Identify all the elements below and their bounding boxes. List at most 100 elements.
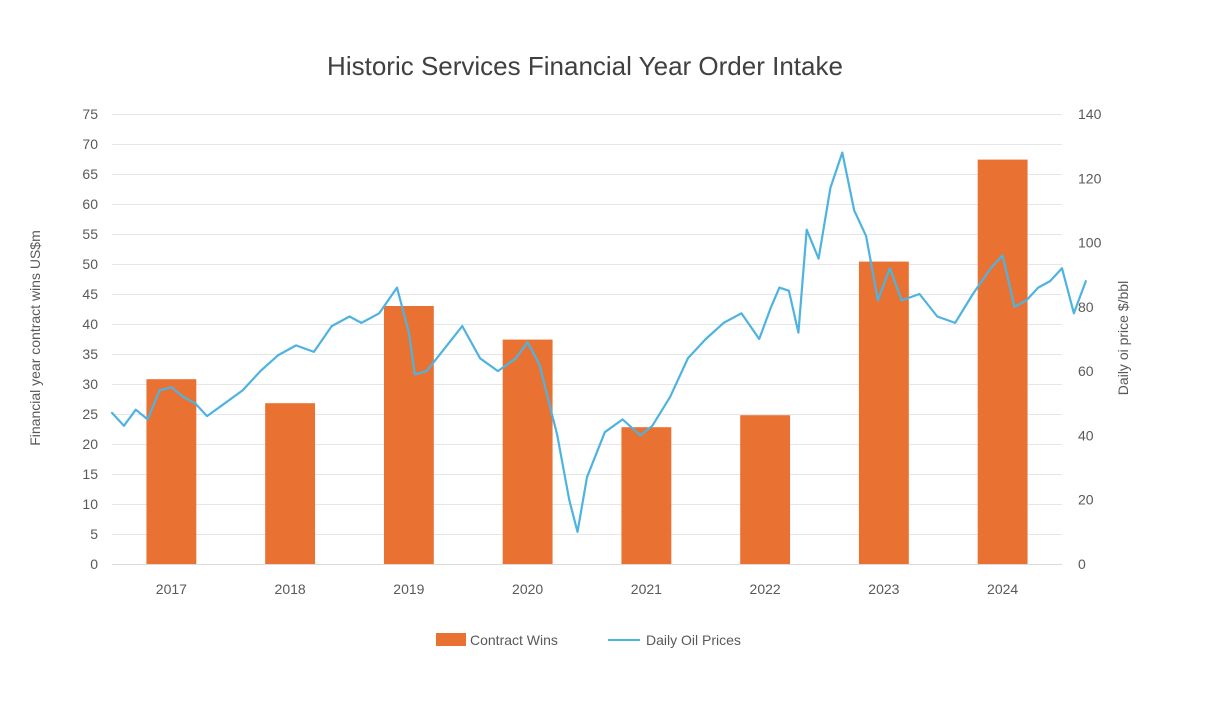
point-daily-oil-price xyxy=(722,322,725,324)
right-axis-ticks: 0 20 40 60 80 100 120 140 xyxy=(1078,106,1102,572)
point-daily-oil-price xyxy=(1073,312,1075,315)
contract-wins-bars xyxy=(146,159,1028,564)
right-tick-label: 0 xyxy=(1078,556,1086,572)
x-tick-label: 2022 xyxy=(750,581,781,597)
legend-label-contract-wins: Contract Wins xyxy=(470,632,558,648)
point-daily-oil-price xyxy=(1061,267,1063,270)
left-tick-label: 50 xyxy=(82,256,98,272)
point-daily-oil-price xyxy=(556,434,559,437)
left-tick-label: 5 xyxy=(90,526,98,542)
left-tick-label: 60 xyxy=(82,196,98,212)
left-tick-label: 20 xyxy=(82,436,98,452)
point-daily-oil-price xyxy=(1084,280,1087,282)
legend-label-oil-prices: Daily Oil Prices xyxy=(646,632,741,648)
x-tick-label: 2023 xyxy=(868,581,899,597)
left-tick-label: 45 xyxy=(82,286,98,302)
point-daily-oil-price xyxy=(788,289,790,292)
gridlines xyxy=(112,114,1062,535)
legend: Contract Wins Daily Oil Prices xyxy=(436,632,741,648)
point-daily-oil-price xyxy=(936,315,939,318)
point-daily-oil-price xyxy=(461,325,464,327)
point-daily-oil-price xyxy=(408,331,410,334)
point-daily-oil-price xyxy=(146,418,149,421)
left-tick-label: 75 xyxy=(82,106,98,122)
point-daily-oil-price xyxy=(687,357,689,360)
point-daily-oil-price xyxy=(778,286,781,289)
bar-contract-wins xyxy=(740,415,791,564)
bar-contract-wins xyxy=(621,427,672,564)
point-daily-oil-price xyxy=(829,187,832,189)
point-daily-oil-price xyxy=(497,370,499,372)
right-tick-label: 20 xyxy=(1078,492,1094,508)
point-daily-oil-price xyxy=(194,402,196,405)
point-daily-oil-price xyxy=(259,370,262,372)
point-daily-oil-price xyxy=(1037,286,1040,289)
right-tick-label: 100 xyxy=(1078,235,1102,251)
right-tick-label: 60 xyxy=(1078,363,1094,379)
oil-price-line xyxy=(110,151,1087,533)
right-axis-label: Daily oi price $/bbl xyxy=(1115,281,1131,395)
point-daily-oil-price xyxy=(1013,306,1016,308)
point-daily-oil-price xyxy=(443,347,446,350)
left-tick-label: 0 xyxy=(90,556,98,572)
point-daily-oil-price xyxy=(526,341,529,344)
left-tick-label: 55 xyxy=(82,226,98,242)
point-daily-oil-price xyxy=(651,424,654,427)
point-daily-oil-price xyxy=(1049,280,1051,282)
point-daily-oil-price xyxy=(514,357,517,360)
point-daily-oil-price xyxy=(586,476,588,479)
left-tick-label: 30 xyxy=(82,376,98,392)
point-daily-oil-price xyxy=(414,373,416,376)
point-daily-oil-price xyxy=(206,415,208,417)
point-daily-oil-price xyxy=(538,363,541,366)
x-tick-label: 2017 xyxy=(156,581,187,597)
point-daily-oil-price xyxy=(123,424,125,427)
point-daily-oil-price xyxy=(134,408,137,411)
line-daily-oil-prices xyxy=(110,151,1087,533)
point-daily-oil-price xyxy=(817,257,820,260)
point-daily-oil-price xyxy=(918,293,921,295)
x-tick-label: 2018 xyxy=(275,581,306,597)
bar-contract-wins xyxy=(383,306,434,564)
right-tick-label: 40 xyxy=(1078,427,1094,443)
bar-contract-wins xyxy=(265,403,316,564)
right-tick-label: 120 xyxy=(1078,170,1102,186)
point-daily-oil-price xyxy=(396,286,398,289)
left-axis-ticks: 0 5 10 15 20 25 30 35 40 45 50 55 60 65 70 75 xyxy=(82,106,98,572)
point-daily-oil-price xyxy=(295,344,297,347)
point-daily-oil-price xyxy=(669,396,671,398)
left-tick-label: 40 xyxy=(82,316,98,332)
point-daily-oil-price xyxy=(576,531,579,533)
point-daily-oil-price xyxy=(224,402,226,405)
point-daily-oil-price xyxy=(170,386,173,389)
point-daily-oil-price xyxy=(797,331,800,334)
left-tick-label: 25 xyxy=(82,406,98,422)
point-daily-oil-price xyxy=(425,370,428,372)
bar-contract-wins xyxy=(977,159,1028,564)
bar-contract-wins xyxy=(146,379,197,564)
point-daily-oil-price xyxy=(241,389,244,392)
left-tick-label: 35 xyxy=(82,346,98,362)
right-tick-label: 80 xyxy=(1078,299,1094,315)
point-daily-oil-price xyxy=(704,338,707,340)
left-tick-label: 70 xyxy=(82,136,98,152)
point-daily-oil-price xyxy=(770,306,772,308)
left-tick-label: 65 xyxy=(82,166,98,182)
point-daily-oil-price xyxy=(1001,254,1004,257)
x-tick-label: 2019 xyxy=(393,581,424,597)
chart-title: Historic Services Financial Year Order I… xyxy=(327,51,843,81)
left-tick-label: 10 xyxy=(82,496,98,512)
point-daily-oil-price xyxy=(740,312,743,315)
point-daily-oil-price xyxy=(1025,299,1028,302)
x-tick-label: 2024 xyxy=(987,581,1018,597)
point-daily-oil-price xyxy=(348,315,351,318)
point-daily-oil-price xyxy=(378,312,380,315)
x-axis-ticks: 2017 2018 2019 2020 2021 2022 2023 2024 xyxy=(156,581,1019,597)
point-daily-oil-price xyxy=(889,267,891,270)
bar-contract-wins xyxy=(858,261,909,564)
point-daily-oil-price xyxy=(621,418,624,421)
point-daily-oil-price xyxy=(758,338,760,340)
bar-contract-wins xyxy=(502,339,553,564)
point-daily-oil-price xyxy=(900,299,903,302)
right-tick-label: 140 xyxy=(1078,106,1102,122)
